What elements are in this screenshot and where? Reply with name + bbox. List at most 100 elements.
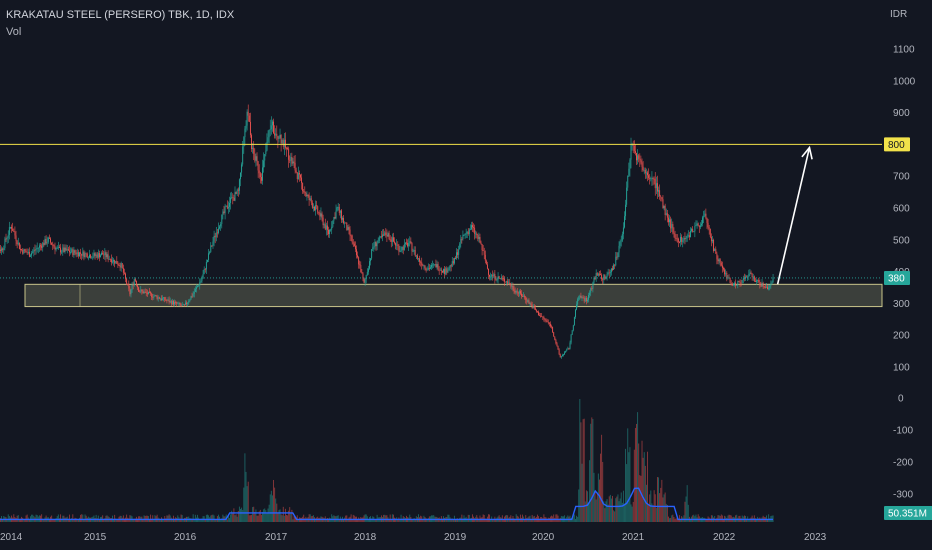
volume-bar bbox=[518, 518, 520, 522]
volume-bar bbox=[279, 509, 281, 522]
volume-bar bbox=[489, 514, 490, 522]
candle-body bbox=[104, 252, 106, 256]
volume-bar bbox=[610, 498, 612, 522]
volume-bar bbox=[447, 514, 449, 522]
volume-bar bbox=[181, 515, 183, 522]
volume-bar bbox=[522, 514, 524, 522]
candle-body bbox=[182, 304, 184, 306]
candle-body bbox=[568, 348, 570, 350]
candle-body bbox=[286, 147, 287, 149]
candle-body bbox=[308, 195, 310, 200]
drawings[interactable] bbox=[0, 143, 882, 285]
candle-body bbox=[505, 281, 506, 283]
candle-body bbox=[336, 207, 338, 211]
candle-body bbox=[425, 268, 427, 271]
candle-body bbox=[311, 202, 313, 208]
volume-bar bbox=[274, 487, 276, 522]
volume-bar bbox=[485, 518, 487, 522]
candle-body bbox=[521, 293, 522, 296]
candle-body bbox=[221, 214, 223, 225]
volume-bar bbox=[340, 518, 342, 522]
candle-body bbox=[321, 213, 323, 218]
candle-body bbox=[324, 224, 326, 230]
candle-body bbox=[421, 262, 423, 266]
candle-body bbox=[282, 139, 284, 147]
candle-body bbox=[281, 139, 283, 144]
candle-body bbox=[151, 293, 153, 298]
candle-body bbox=[632, 143, 634, 146]
volume-bar bbox=[749, 518, 751, 522]
volume-bar bbox=[357, 519, 359, 522]
volume-bar bbox=[488, 514, 489, 522]
support-zone[interactable] bbox=[24, 283, 883, 308]
candle-body bbox=[259, 173, 261, 178]
target-arrow-shaft[interactable] bbox=[776, 147, 811, 285]
time-tick-label: 2018 bbox=[354, 532, 377, 543]
candle-body bbox=[760, 285, 762, 287]
volume-bar bbox=[600, 453, 601, 522]
volume-bar bbox=[54, 519, 56, 522]
candles bbox=[0, 104, 774, 359]
candle-body bbox=[669, 219, 670, 223]
candle-body bbox=[40, 245, 41, 247]
candle-body bbox=[271, 121, 273, 126]
volume-bar bbox=[288, 510, 290, 522]
candle-body bbox=[240, 172, 241, 180]
volume-bar bbox=[20, 518, 21, 522]
candle-body bbox=[613, 264, 615, 270]
candle-body bbox=[207, 259, 208, 262]
candle-body bbox=[371, 249, 373, 259]
volume-bar bbox=[243, 487, 245, 522]
candle-body bbox=[105, 252, 107, 258]
volume-bar bbox=[132, 518, 134, 522]
candle-body bbox=[262, 167, 263, 181]
candle-body bbox=[554, 336, 556, 340]
candle-body bbox=[312, 206, 314, 208]
candle-body bbox=[508, 282, 510, 284]
candle-body bbox=[662, 199, 664, 209]
candle-body bbox=[702, 217, 704, 224]
volume-bar bbox=[73, 519, 75, 522]
candle-body bbox=[3, 247, 5, 251]
candle-body bbox=[528, 300, 530, 304]
volume-bar bbox=[220, 519, 222, 522]
candle-body bbox=[123, 272, 125, 274]
volume-bar bbox=[639, 475, 641, 522]
candle-body bbox=[119, 265, 121, 268]
candle-body bbox=[375, 241, 377, 247]
candle-body bbox=[147, 291, 149, 295]
candle-body bbox=[488, 268, 489, 275]
candle-body bbox=[61, 251, 63, 253]
candle-body bbox=[514, 290, 516, 293]
volume-bar bbox=[273, 479, 274, 522]
volume-bar bbox=[182, 519, 184, 522]
volume-bar bbox=[303, 514, 305, 522]
candle-body bbox=[765, 286, 767, 288]
candle-body bbox=[688, 235, 690, 238]
support-zone-rect[interactable] bbox=[24, 283, 883, 308]
candle-body bbox=[204, 269, 206, 270]
candle-body bbox=[697, 223, 699, 226]
candle-body bbox=[727, 277, 729, 279]
volume-bar bbox=[389, 514, 391, 522]
candle-body bbox=[291, 156, 293, 164]
symbol-title[interactable]: KRAKATAU STEEL (PERSERO) TBK, 1D, IDX bbox=[6, 9, 235, 21]
volume-bar bbox=[42, 518, 44, 522]
time-axis[interactable]: 2014 2015 2016 2017 2018 2019 2020 2021 2022 2023 bbox=[0, 532, 827, 543]
candle-body bbox=[491, 274, 493, 277]
volume-bar bbox=[81, 514, 83, 522]
candle-body bbox=[763, 286, 765, 288]
candle-body bbox=[83, 251, 85, 258]
volume-legend[interactable]: Vol bbox=[6, 26, 22, 38]
target-arrow-head[interactable] bbox=[801, 145, 813, 160]
candle-body bbox=[115, 261, 117, 264]
candle-body bbox=[422, 265, 424, 267]
volume-bar bbox=[158, 518, 160, 522]
candle-body bbox=[233, 197, 235, 201]
candle-body bbox=[759, 282, 761, 286]
volume-bar bbox=[679, 515, 680, 522]
volume-bar bbox=[612, 495, 613, 522]
volume-bar bbox=[385, 515, 387, 522]
volume-bar bbox=[531, 514, 533, 522]
